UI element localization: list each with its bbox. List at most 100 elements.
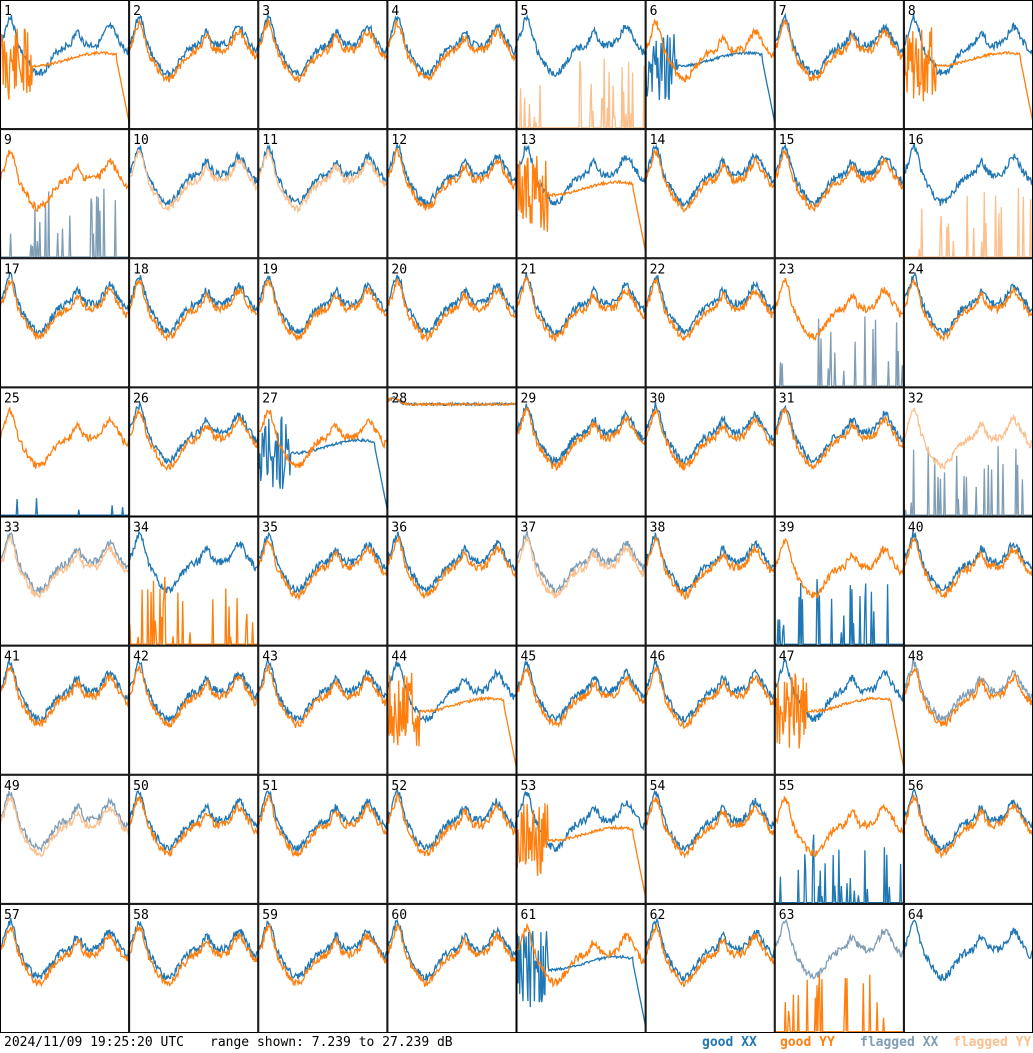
- panel-border: [903, 387, 1033, 517]
- panel-border: [516, 0, 646, 130]
- series-yy-good: [774, 19, 904, 82]
- series-yy-flagged: [0, 534, 130, 599]
- panel-label: 47: [779, 650, 795, 665]
- panel-10: 10: [129, 129, 259, 259]
- panel-45: 45: [516, 645, 646, 775]
- series-yy-good: [129, 925, 259, 988]
- panel-55: 55: [774, 774, 904, 904]
- series-yy-good: [645, 408, 775, 471]
- series-xx-good: [645, 34, 775, 123]
- panel-border: [0, 0, 130, 130]
- series-yy-good: [387, 278, 517, 343]
- series-xx-good: [516, 791, 646, 853]
- series-yy-flagged: [0, 795, 130, 858]
- series-yy-good: [0, 149, 130, 213]
- panel-border: [129, 0, 259, 130]
- panel-border: [774, 129, 904, 259]
- panel-label: 25: [4, 391, 20, 406]
- panel-4: 4: [387, 0, 517, 130]
- panel-label: 24: [908, 262, 924, 277]
- series-xx-good: [0, 14, 130, 76]
- panel-label: 31: [779, 391, 795, 406]
- panel-47: 47: [774, 645, 904, 775]
- series-xx-good: [0, 918, 130, 980]
- series-xx-good: [774, 404, 904, 464]
- panel-27: 27: [258, 387, 388, 517]
- series-xx-good: [645, 532, 775, 594]
- panel-label: 29: [521, 391, 537, 406]
- series-yy-good: [0, 407, 130, 469]
- series-yy-good: [645, 277, 775, 342]
- series-yy-good: [903, 794, 1033, 859]
- series-yy-good: [645, 536, 775, 601]
- panel-label: 16: [908, 133, 924, 148]
- panel-border: [0, 774, 130, 904]
- panel-13: 13: [516, 129, 646, 259]
- panel-label: 51: [262, 779, 278, 794]
- series-xx-good: [258, 144, 388, 205]
- panel-label: 36: [391, 521, 407, 536]
- series-yy-good: [774, 537, 904, 599]
- panel-40: 40: [903, 516, 1033, 646]
- panel-39: 39: [774, 516, 904, 646]
- series-yy-flagged: [516, 58, 646, 129]
- panel-border: [903, 129, 1033, 259]
- series-xx-good: [516, 931, 646, 1027]
- series-xx-good: [129, 529, 259, 594]
- panel-border: [645, 129, 775, 259]
- panel-border: [0, 516, 130, 646]
- series-xx-good: [387, 531, 517, 595]
- series-xx-flagged: [903, 445, 1033, 516]
- panel-label: 34: [133, 521, 149, 536]
- series-yy-good: [774, 673, 904, 769]
- series-xx-good: [903, 531, 1033, 591]
- range-label: range shown: 7.239 to 27.239 dB: [210, 1035, 453, 1050]
- panel-42: 42: [129, 645, 259, 775]
- panel-16: 16: [903, 129, 1033, 259]
- panel-label: 9: [4, 133, 12, 148]
- series-yy-good: [903, 536, 1033, 599]
- series-yy-good: [387, 396, 517, 407]
- panel-21: 21: [516, 258, 646, 388]
- panel-border: [129, 387, 259, 517]
- panel-border: [387, 129, 517, 259]
- series-yy-good: [645, 148, 775, 213]
- series-xx-flagged: [774, 316, 904, 387]
- series-yy-good: [387, 535, 517, 599]
- series-yy-good: [387, 19, 517, 81]
- panel-label: 6: [650, 4, 658, 19]
- panel-11: 11: [258, 129, 388, 259]
- series-yy-flagged: [258, 149, 388, 214]
- panel-64: 64: [903, 903, 1033, 1033]
- panel-border: [774, 258, 904, 388]
- series-yy-good: [0, 664, 130, 728]
- panel-label: 33: [4, 521, 20, 536]
- panel-label: 8: [908, 4, 916, 19]
- panel-8: 8: [903, 0, 1033, 130]
- panel-22: 22: [645, 258, 775, 388]
- panel-15: 15: [774, 129, 904, 259]
- series-xx-good: [129, 400, 259, 465]
- legend-flagged-xx: flagged XX: [860, 1035, 939, 1050]
- series-yy-flagged: [903, 187, 1033, 258]
- series-yy-good: [903, 278, 1033, 343]
- panel-border: [129, 516, 259, 646]
- panel-label: 4: [391, 4, 399, 19]
- panel-border: [387, 258, 517, 388]
- series-xx-good: [258, 790, 388, 854]
- series-yy-good: [129, 664, 259, 728]
- series-yy-good: [516, 275, 646, 343]
- panel-60: 60: [387, 903, 517, 1033]
- series-xx-good: [645, 917, 775, 983]
- panel-1: 1: [0, 0, 130, 130]
- panel-label: 49: [4, 779, 20, 794]
- panel-border: [258, 774, 388, 904]
- panel-label: 28: [391, 391, 407, 406]
- panel-34: 34: [129, 516, 259, 646]
- panel-63: 63: [774, 903, 904, 1033]
- series-yy-good: [129, 19, 259, 83]
- panel-14: 14: [645, 129, 775, 259]
- panel-border: [645, 774, 775, 904]
- panel-border: [516, 387, 646, 517]
- panel-50: 50: [129, 774, 259, 904]
